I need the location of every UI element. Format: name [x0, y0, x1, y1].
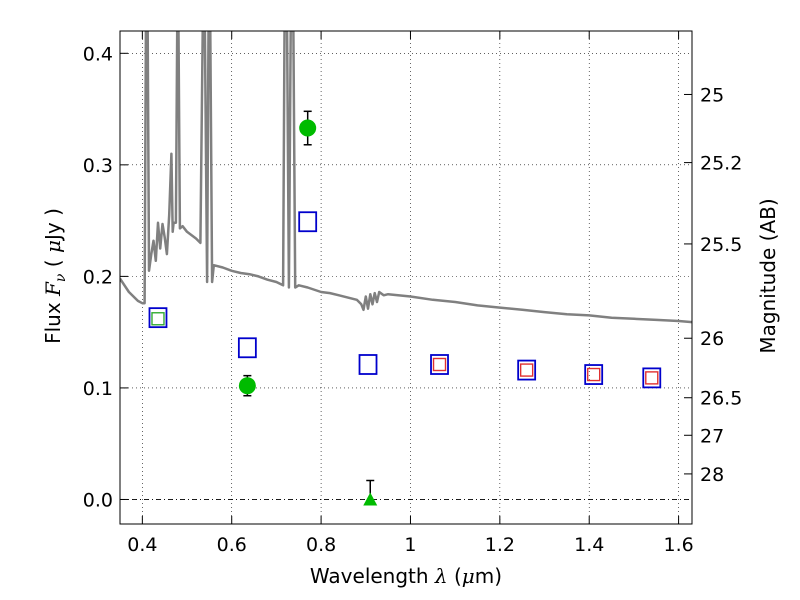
x-tick-label: 1.6	[663, 534, 693, 556]
blue-square-marker	[237, 337, 257, 359]
blue-square-marker	[584, 364, 604, 385]
blue-square-marker	[358, 354, 378, 375]
y2-tick-label: 26.5	[700, 388, 742, 410]
red-square-marker	[519, 363, 534, 377]
plot-frame	[119, 30, 693, 525]
blue-square-marker	[298, 211, 318, 233]
y-tick-label: 0.0	[83, 489, 113, 511]
y-tick-label: 0.1	[83, 378, 113, 400]
blue-square-marker	[517, 359, 537, 381]
green-square-marker	[151, 312, 165, 326]
x-tick-label: 1	[404, 534, 416, 556]
green-circle-marker	[299, 119, 317, 137]
x-axis-ticks: 0.4 0.6 0.8 1 1.2 1.4 1.6	[127, 31, 694, 556]
x-axis-label: Wavelength λ (μm)	[310, 564, 502, 588]
y-tick-label: 0.4	[83, 43, 113, 65]
y2-tick-label: 25.2	[700, 153, 742, 175]
y2-tick-label: 27	[700, 425, 724, 447]
x-tick-label: 0.4	[127, 534, 157, 556]
x-tick-label: 1.4	[574, 534, 604, 556]
red-square-marker	[645, 371, 659, 385]
blue-square-marker	[430, 354, 449, 375]
green-triangle-marker	[363, 492, 378, 506]
y2-tick-label: 25.5	[700, 234, 742, 256]
y2-axis-ticks: 25 25.2 25.5 26 26.5 27 28	[684, 84, 742, 486]
y-axis-label: Flux Fν ( μJy )	[41, 208, 69, 344]
sed-model-spectrum	[120, 31, 692, 324]
x-tick-label: 0.8	[306, 534, 336, 556]
x-tick-label: 0.6	[217, 534, 247, 556]
y-tick-label: 0.2	[83, 266, 113, 288]
y2-tick-label: 28	[700, 464, 724, 486]
photometry-points	[148, 110, 662, 506]
red-square-marker	[586, 367, 601, 382]
blue-square-marker	[642, 367, 662, 389]
red-square-marker	[432, 357, 447, 372]
blue-square-marker	[148, 307, 168, 329]
x-tick-label: 1.2	[485, 534, 515, 556]
y-axis-ticks: 0.0 0.1 0.2 0.3 0.4	[83, 43, 128, 511]
y2-axis-label: Magnitude (AB)	[756, 198, 780, 353]
green-circle-marker	[238, 377, 256, 395]
y-tick-label: 0.3	[83, 155, 113, 177]
y2-tick-label: 25	[700, 84, 724, 106]
y2-tick-label: 26	[700, 328, 724, 350]
sed-model-line	[120, 31, 692, 324]
